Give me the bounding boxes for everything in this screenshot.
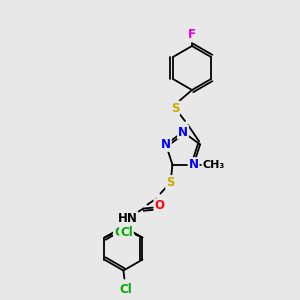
- Text: S: S: [171, 101, 179, 115]
- Text: Cl: Cl: [114, 226, 127, 239]
- Text: N: N: [161, 138, 171, 151]
- Text: Cl: Cl: [119, 283, 132, 296]
- Text: N: N: [178, 125, 188, 139]
- Text: F: F: [188, 28, 196, 41]
- Text: HN: HN: [118, 212, 137, 225]
- Text: N: N: [189, 158, 199, 171]
- Text: O: O: [154, 199, 164, 212]
- Text: CH₃: CH₃: [202, 160, 225, 170]
- Text: Cl: Cl: [120, 226, 133, 239]
- Text: S: S: [166, 176, 175, 189]
